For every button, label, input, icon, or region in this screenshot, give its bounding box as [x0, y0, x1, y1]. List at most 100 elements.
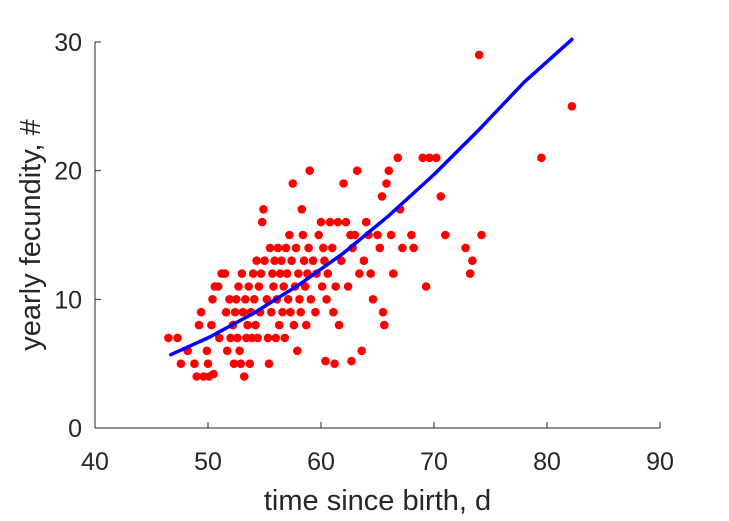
data-point — [300, 282, 310, 291]
data-point — [190, 359, 199, 369]
data-point — [252, 256, 261, 266]
x-tick-label: 70 — [420, 448, 448, 476]
data-point — [273, 243, 283, 253]
x-tick-label: 90 — [646, 448, 674, 476]
data-point — [350, 230, 360, 240]
fit-curve — [168, 37, 574, 357]
data-point — [285, 230, 294, 240]
data-point — [207, 320, 216, 330]
data-point — [384, 166, 394, 175]
data-point — [378, 307, 388, 317]
data-point — [287, 256, 296, 266]
data-point — [233, 333, 242, 343]
data-point — [325, 217, 335, 227]
data-point — [222, 346, 232, 356]
data-point — [268, 269, 277, 278]
x-tick-label: 50 — [194, 448, 222, 476]
data-point — [259, 205, 268, 214]
data-point — [407, 230, 416, 240]
data-point — [409, 243, 419, 253]
y-tick-label: 20 — [54, 158, 82, 186]
data-point — [366, 269, 376, 278]
data-point — [221, 307, 231, 317]
data-point — [251, 320, 260, 330]
data-point — [196, 307, 206, 317]
data-point — [234, 282, 243, 291]
data-point — [386, 230, 396, 240]
data-point — [286, 307, 295, 317]
data-point — [256, 269, 266, 278]
data-point — [281, 243, 291, 253]
data-point — [262, 295, 272, 304]
data-point — [253, 333, 262, 343]
data-point — [291, 243, 301, 253]
data-point — [244, 282, 253, 291]
data-point — [235, 346, 244, 356]
data-point — [477, 230, 486, 240]
data-point — [465, 269, 475, 278]
data-point — [337, 256, 346, 266]
data-point — [382, 179, 391, 188]
data-point — [260, 256, 269, 266]
data-point — [164, 333, 173, 343]
data-point — [276, 269, 285, 278]
data-point — [389, 269, 398, 278]
data-point — [203, 359, 213, 369]
axes: 40 50 60 70 80 90 0 10 20 30 — [54, 29, 674, 476]
data-point — [322, 295, 331, 304]
data-point — [264, 359, 274, 369]
y-axis-label: yearly fecundity, # — [15, 119, 47, 351]
data-point — [343, 282, 353, 291]
data-point — [232, 295, 241, 304]
data-point — [393, 153, 403, 163]
x-axis-label: time since birth, d — [264, 485, 491, 517]
data-point — [267, 307, 276, 317]
data-point — [293, 346, 302, 356]
data-point — [436, 192, 446, 201]
data-point — [375, 243, 385, 253]
data-point — [243, 320, 252, 330]
data-point — [270, 256, 280, 266]
data-point — [230, 307, 240, 317]
data-point — [254, 282, 264, 291]
data-point — [373, 230, 382, 240]
data-point — [474, 50, 484, 60]
x-tick-label: 60 — [307, 448, 335, 476]
data-point — [341, 217, 351, 227]
data-point — [357, 346, 367, 356]
data-point — [278, 307, 287, 317]
data-point — [294, 269, 303, 278]
data-point — [377, 192, 387, 201]
data-point — [296, 307, 306, 317]
data-point — [248, 269, 258, 278]
data-point — [302, 320, 311, 330]
data-point — [269, 282, 278, 291]
data-point — [432, 153, 441, 163]
data-point — [213, 282, 223, 291]
data-point — [299, 256, 309, 266]
data-point — [176, 359, 186, 369]
data-point — [361, 217, 371, 227]
data-point — [226, 333, 235, 343]
data-point — [239, 372, 249, 381]
data-point — [250, 295, 259, 304]
data-point — [208, 295, 217, 304]
data-point — [241, 295, 250, 304]
data-point — [263, 333, 273, 343]
data-point — [537, 153, 546, 163]
data-point — [468, 256, 477, 266]
data-point — [236, 359, 246, 369]
data-point — [297, 205, 307, 214]
data-point — [321, 356, 330, 366]
data-point — [289, 320, 299, 330]
data-point — [173, 333, 182, 343]
x-tick-label: 80 — [533, 448, 561, 476]
data-point — [225, 295, 234, 304]
data-point — [304, 243, 313, 253]
data-point — [215, 333, 224, 343]
data-point — [328, 243, 337, 253]
data-point — [288, 179, 298, 188]
y-tick-label: 10 — [54, 286, 82, 314]
data-point — [306, 295, 316, 304]
